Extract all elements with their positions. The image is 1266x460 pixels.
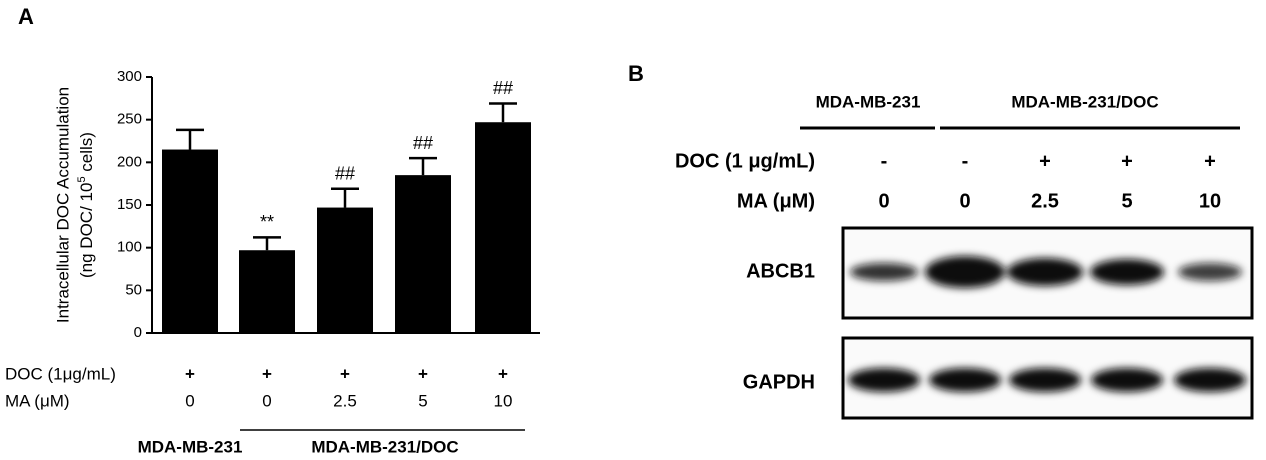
protein-label: ABCB1 bbox=[746, 260, 815, 282]
condition-value: + bbox=[1204, 150, 1216, 172]
condition-value: 10 bbox=[494, 391, 513, 410]
y-tick-label: 300 bbox=[117, 68, 142, 85]
y-label-line: Intracellular DOC Accumulation bbox=[53, 87, 72, 323]
condition-value: 5 bbox=[418, 391, 427, 410]
y-tick-label: 250 bbox=[117, 111, 142, 128]
significance: ** bbox=[260, 212, 274, 232]
protein-label: GAPDH bbox=[743, 371, 815, 393]
y-label-part: (ng DOC/ 10 bbox=[77, 183, 96, 278]
y-tick-label: 150 bbox=[117, 196, 142, 213]
condition-label: DOC (1μg/mL) bbox=[5, 364, 116, 383]
cell-line: MDA-MB-231 bbox=[138, 437, 243, 456]
band bbox=[929, 368, 1001, 392]
condition-value: + bbox=[1039, 150, 1051, 172]
condition-label: DOC (1 μg/mL) bbox=[675, 150, 815, 172]
condition-label: MA (μM) bbox=[5, 391, 70, 410]
band bbox=[850, 263, 918, 281]
band bbox=[1091, 368, 1163, 392]
y-label-sup: 5 bbox=[76, 176, 88, 182]
cell-line: MDA-MB-231 bbox=[816, 92, 921, 111]
condition-value: 5 bbox=[1121, 190, 1132, 212]
significance: ## bbox=[493, 78, 513, 98]
y-tick-label: 0 bbox=[134, 324, 142, 341]
condition-value: + bbox=[185, 364, 195, 383]
condition-value: 2.5 bbox=[1031, 190, 1059, 212]
panel-label: B bbox=[628, 61, 644, 86]
condition-value: 2.5 bbox=[333, 391, 357, 410]
bar bbox=[395, 175, 451, 333]
condition-value: 0 bbox=[262, 391, 271, 410]
y-label-line: (ng DOC/ 105 cells) bbox=[76, 132, 97, 278]
western-blot: MDA-MB-231 MDA-MB-231/DOC ABCB1 GAPDH DO… bbox=[675, 92, 1254, 420]
band bbox=[925, 256, 1005, 288]
y-tick-label: 100 bbox=[117, 239, 142, 256]
bar bbox=[475, 122, 531, 333]
significance: ## bbox=[413, 133, 433, 153]
condition-label: MA (μM) bbox=[737, 190, 815, 212]
condition-value: 0 bbox=[959, 190, 970, 212]
band bbox=[848, 368, 920, 392]
bar bbox=[317, 207, 373, 333]
cell-line: MDA-MB-231/DOC bbox=[1011, 92, 1158, 111]
condition-value: + bbox=[498, 364, 508, 383]
condition-value: 10 bbox=[1199, 190, 1221, 212]
condition-value: + bbox=[1121, 150, 1133, 172]
significance: ## bbox=[335, 164, 355, 184]
condition-value: 0 bbox=[185, 391, 194, 410]
y-label-part: cells) bbox=[77, 132, 96, 176]
band bbox=[1009, 368, 1081, 392]
cell-line: MDA-MB-231/DOC bbox=[311, 437, 458, 456]
bar bbox=[162, 149, 218, 333]
y-tick-label: 50 bbox=[125, 281, 142, 298]
condition-value: 0 bbox=[878, 190, 889, 212]
band bbox=[1090, 259, 1164, 285]
condition-value: - bbox=[962, 150, 969, 172]
band bbox=[1174, 368, 1246, 392]
y-tick-label: 200 bbox=[117, 153, 142, 170]
panel-label: A bbox=[18, 4, 34, 29]
condition-value: + bbox=[418, 364, 428, 383]
condition-value: + bbox=[262, 364, 272, 383]
bands bbox=[848, 256, 1246, 392]
y-axis-label: Intracellular DOC Accumulation (ng DOC/ 1… bbox=[53, 87, 96, 323]
bar bbox=[239, 250, 295, 333]
band bbox=[1178, 263, 1242, 281]
condition-value: - bbox=[881, 150, 888, 172]
condition-value: + bbox=[340, 364, 350, 383]
band bbox=[1007, 258, 1083, 286]
